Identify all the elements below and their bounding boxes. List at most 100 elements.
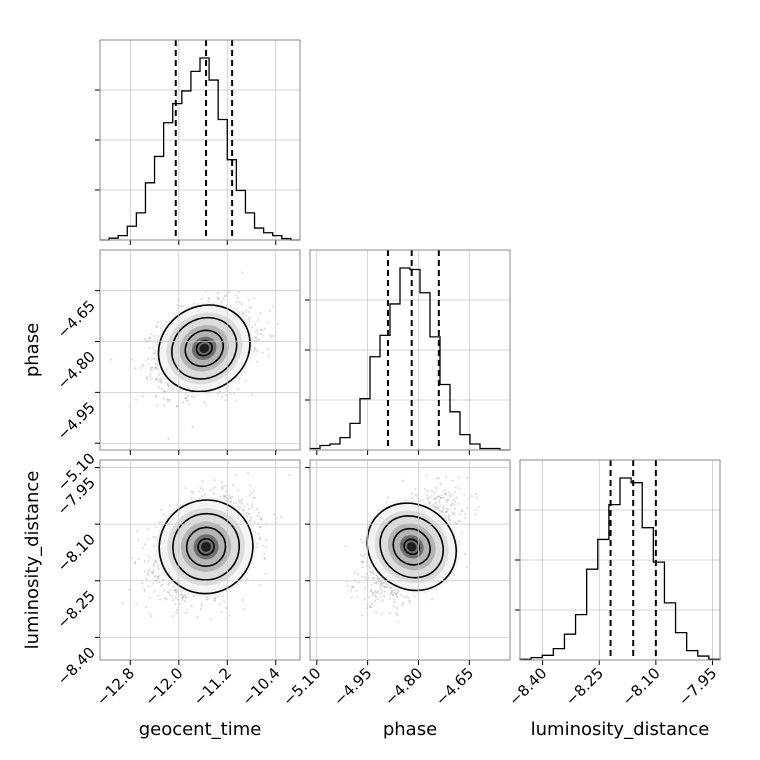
scatter-point [150,377,153,381]
scatter-point [224,399,227,402]
tick-label-y: −4.95 [54,398,99,443]
scatter-point [152,352,155,355]
scatter-point [262,334,265,337]
scatter-point [259,525,262,528]
scatter-point [269,309,272,312]
scatter-point [258,525,261,529]
scatter-point [369,605,372,609]
scatter-point [254,348,258,351]
scatter-point [154,526,158,529]
scatter-point [240,303,244,306]
scatter-point [134,398,138,401]
scatter-point [247,299,250,302]
scatter-point [155,395,158,399]
scatter-point [272,513,276,516]
scatter-point [199,486,202,490]
scatter-point [248,494,252,497]
scatter-point [183,593,186,596]
scatter-point [222,495,225,498]
scatter-point [259,517,262,520]
scatter-point [143,570,146,573]
panel-2d-phase-luminosity_distance [309,459,511,661]
scatter-point [236,388,239,391]
panel-frame [309,249,511,451]
scatter-point [186,394,189,397]
scatter-point [217,292,220,295]
scatter-point [184,486,187,490]
scatter-point [203,493,207,496]
tick-label-x: −7.95 [675,664,720,709]
contour-line [197,538,215,556]
scatter-point [241,271,244,274]
scatter-point [136,538,139,542]
scatter-point [159,508,163,512]
scatter-point [248,306,251,310]
scatter-point [168,582,171,585]
scatter-point [151,346,155,349]
scatter-point [146,378,149,381]
scatter-point [236,307,239,311]
scatter-point [157,575,160,578]
scatter-point [148,596,152,599]
scatter-point [213,597,217,600]
scatter-point [220,300,223,303]
scatter-point [235,300,239,304]
scatter-point [156,577,160,580]
scatter-point [223,495,226,498]
scatter-point [222,298,225,301]
contour-line [185,526,227,567]
scatter-point [175,611,178,615]
scatter-point [175,589,178,592]
scatter-point [427,501,431,505]
scatter-point [145,376,149,379]
scatter-point [205,403,208,407]
scatter-point [393,601,396,604]
scatter-point [176,591,179,594]
scatter-point [152,569,155,572]
scatter-point [372,592,375,595]
scatter-point [221,594,224,597]
scatter-point [395,595,398,599]
scatter-point [249,516,252,519]
scatter-point [158,574,161,577]
scatter-point [230,495,234,498]
scatter-point [454,490,457,493]
scatter-point [220,480,224,483]
scatter-point [451,512,454,515]
scatter-point [350,596,353,599]
scatter-point [221,487,224,490]
scatter-point [460,510,463,513]
scatter-point [158,521,161,524]
scatter-point [261,544,264,547]
scatter-point [247,513,251,516]
scatter-point [179,602,182,605]
scatter-point [213,599,216,602]
scatter-point [213,478,216,482]
histogram-luminosity_distance [519,477,721,660]
scatter-point [253,496,256,500]
scatter-point [149,366,152,369]
scatter-point [145,377,148,380]
scatter-point [370,602,373,605]
scatter-point [201,494,204,498]
scatter-point [169,589,172,592]
scatter-point [154,559,157,563]
scatter-point [263,552,266,556]
scatter-point [276,322,280,325]
scatter-point [229,392,232,395]
scatter-point [173,589,176,592]
scatter-point [175,609,179,612]
scatter-point [162,397,165,400]
scatter-point [145,577,148,581]
scatter-point [258,538,261,541]
scatter-point [143,543,147,546]
scatter-point [153,366,156,369]
scatter-point [185,396,189,399]
scatter-point [264,546,268,549]
scatter-point [250,491,253,495]
scatter-point [220,610,223,614]
scatter-point [389,593,392,596]
scatter-point [152,535,155,538]
scatter-point [182,595,185,598]
scatter-point [185,399,188,402]
